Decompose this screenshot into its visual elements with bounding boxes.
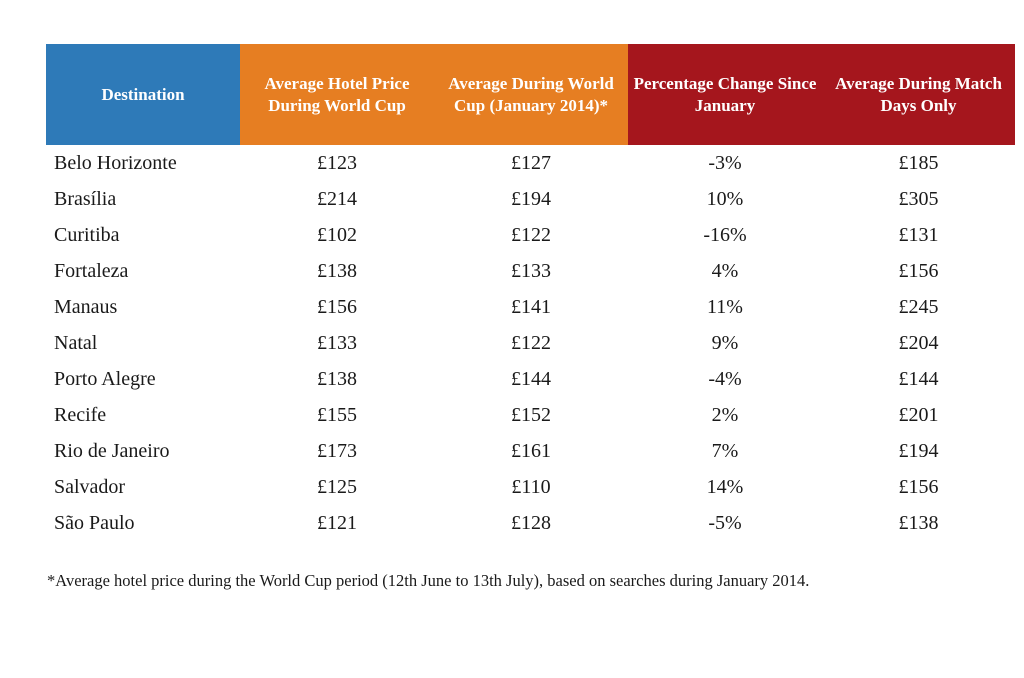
cell-destination: Rio de Janeiro [54, 439, 170, 462]
table-row: Fortaleza £138 £133 4% £156 [46, 253, 1015, 289]
cell-january-average: £141 [511, 295, 551, 318]
header-january-average: Average During World Cup (January 2014)* [434, 44, 628, 145]
cell-percentage-change: 9% [711, 331, 739, 354]
cell-destination: Curitiba [54, 223, 120, 246]
cell-january-average: £194 [511, 187, 551, 210]
cell-match-days: £144 [898, 367, 939, 390]
cell-percentage-change: -3% [708, 151, 742, 174]
table-row: Rio de Janeiro £173 £161 7% £194 [46, 433, 1015, 469]
cell-hotel-price: £156 [317, 295, 357, 318]
cell-january-average: £128 [511, 511, 551, 534]
table-row: São Paulo £121 £128 -5% £138 [46, 505, 1015, 541]
cell-match-days: £305 [898, 187, 939, 210]
price-table-container: Destination Average Hotel Price During W… [46, 44, 1015, 541]
cell-destination: Fortaleza [54, 259, 129, 282]
table-row: Manaus £156 £141 11% £245 [46, 289, 1015, 325]
cell-january-average: £110 [511, 475, 551, 498]
cell-match-days: £156 [898, 475, 939, 498]
cell-percentage-change: 10% [706, 187, 744, 210]
cell-match-days: £201 [898, 403, 939, 426]
table-row: Porto Alegre £138 £144 -4% £144 [46, 361, 1015, 397]
cell-january-average: £133 [511, 259, 551, 282]
cell-match-days: £245 [898, 295, 939, 318]
table-body: Belo Horizonte £123 £127 -3% £185 Brasília £21… [46, 145, 1015, 541]
table-row: Curitiba £102 £122 -16% £131 [46, 217, 1015, 253]
cell-match-days: £156 [898, 259, 939, 282]
footnote: *Average hotel price during the World Cu… [47, 571, 810, 590]
cell-hotel-price: £138 [317, 367, 357, 390]
cell-percentage-change: 11% [707, 295, 743, 318]
header-hotel-price: Average Hotel Price During World Cup [240, 44, 434, 145]
cell-destination: Recife [54, 403, 107, 426]
table-header: Destination Average Hotel Price During W… [46, 44, 1015, 145]
cell-percentage-change: 14% [706, 475, 744, 498]
cell-match-days: £138 [898, 511, 939, 534]
table-row: Natal £133 £122 9% £204 [46, 325, 1015, 361]
cell-january-average: £161 [511, 439, 551, 462]
cell-destination: Brasília [54, 187, 117, 210]
cell-january-average: £127 [511, 151, 551, 174]
cell-match-days: £185 [898, 151, 939, 174]
cell-percentage-change: -4% [708, 367, 742, 390]
header-row: Destination Average Hotel Price During W… [46, 44, 1015, 145]
cell-january-average: £122 [511, 223, 551, 246]
cell-hotel-price: £102 [317, 223, 357, 246]
hotel-price-table: Destination Average Hotel Price During W… [46, 44, 1015, 541]
header-destination: Destination [46, 44, 240, 145]
cell-hotel-price: £138 [317, 259, 357, 282]
cell-hotel-price: £125 [317, 475, 357, 498]
cell-match-days: £194 [898, 439, 939, 462]
cell-destination: Natal [54, 331, 98, 354]
cell-match-days: £131 [898, 223, 939, 246]
cell-destination: Manaus [54, 295, 118, 318]
cell-destination: Belo Horizonte [54, 151, 177, 174]
cell-percentage-change: 2% [711, 403, 739, 426]
cell-hotel-price: £133 [317, 331, 357, 354]
cell-hotel-price: £123 [317, 151, 357, 174]
table-row: Recife £155 £152 2% £201 [46, 397, 1015, 433]
cell-percentage-change: -16% [703, 223, 747, 246]
cell-destination: Salvador [54, 475, 126, 498]
header-percentage-change: Percentage Change Since January [628, 44, 822, 145]
table-row: Brasília £214 £194 10% £305 [46, 181, 1015, 217]
cell-hotel-price: £214 [317, 187, 357, 210]
cell-percentage-change: 4% [711, 259, 739, 282]
cell-destination: São Paulo [54, 511, 135, 534]
cell-january-average: £122 [511, 331, 551, 354]
cell-hotel-price: £155 [317, 403, 357, 426]
table-row: Salvador £125 £110 14% £156 [46, 469, 1015, 505]
cell-hotel-price: £173 [317, 439, 357, 462]
table-row: Belo Horizonte £123 £127 -3% £185 [46, 145, 1015, 181]
cell-january-average: £144 [511, 367, 551, 390]
cell-percentage-change: -5% [708, 511, 742, 534]
cell-january-average: £152 [511, 403, 551, 426]
cell-match-days: £204 [898, 331, 939, 354]
header-match-days: Average During Match Days Only [822, 44, 1015, 145]
cell-hotel-price: £121 [317, 511, 357, 534]
cell-destination: Porto Alegre [54, 367, 156, 390]
cell-percentage-change: 7% [711, 439, 739, 462]
